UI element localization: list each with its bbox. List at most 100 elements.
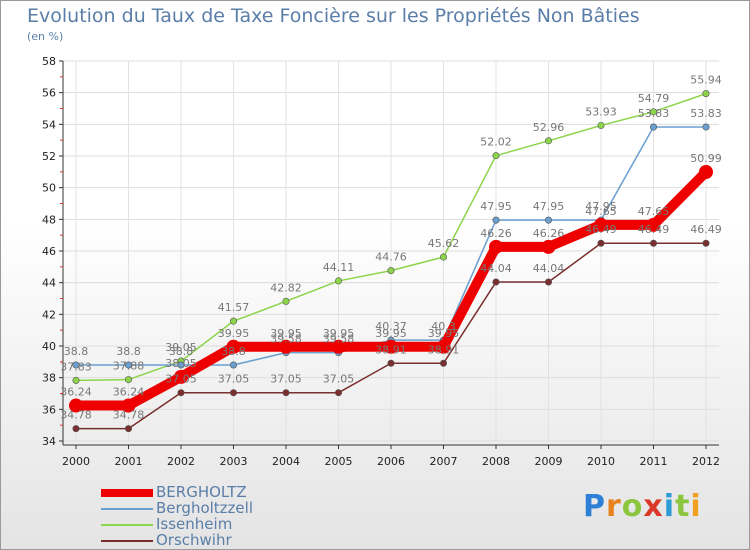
line-chart: 34 36 38 40 42 44 46 48 50 52 54 56 58 2000 2001 2002 20… [42,55,722,468]
series-3-point-9 [544,278,552,286]
series-2-label-12: 55.94 [690,74,722,87]
series-2-point-10 [597,121,605,129]
series-3-label-6: 38.91 [375,343,407,356]
x-tick-label-8: 2008 [482,455,510,468]
series-3-point-10 [597,239,605,247]
y-tick-label-8: 50 [42,182,56,195]
series-1-point-11 [649,123,657,131]
series-2-point-4 [282,297,290,305]
legend-label: Issenheim [156,515,233,533]
x-tick-label-0: 2000 [62,455,90,468]
series-3-point-2 [177,389,185,397]
series-2-label-3: 41.57 [218,301,250,314]
series-0-point-12 [699,164,713,179]
series-2-point-3 [230,317,238,325]
series-2-label-9: 52.96 [533,121,565,134]
series-2-point-1 [125,376,133,384]
series-3-label-9: 44.04 [533,262,565,275]
logo-letter: t [675,489,691,524]
series-0-point-11 [646,217,661,232]
series-1-label-9: 47.95 [533,200,565,213]
logo-letter: P [583,489,606,524]
series-2-label-4: 42.82 [270,281,302,294]
series-2-label-7: 45.62 [428,237,460,250]
series-0-point-9 [541,239,556,254]
series-0-label-5: 39.95 [323,327,355,340]
y-tick-label-3: 40 [42,340,56,353]
series-0-point-2 [174,369,188,384]
series-3-label-1: 34.78 [113,409,145,422]
series-0-point-4 [279,339,293,354]
y-tick-label-4: 42 [42,308,56,321]
series-3-point-4 [282,389,290,397]
series-2-label-2: 39.05 [165,341,197,354]
x-tick-label-10: 2010 [587,455,615,468]
y-tick-label-6: 46 [42,245,56,258]
y-axis-unit: (en %) [27,30,64,43]
x-tick-label-12: 2012 [692,455,720,468]
series-0-point-7 [436,339,451,354]
series-1-label-1: 38.8 [116,345,141,358]
series-3-label-5: 37.05 [323,373,355,386]
series-2-point-0 [72,376,80,384]
series-3-point-11 [649,239,657,247]
series-0-point-3 [226,339,241,354]
series-0-label-10: 47.65 [585,205,617,218]
legend-label: Orschwihr [156,531,232,549]
legend-swatch [101,524,153,526]
series-1-point-2 [177,361,185,369]
series-0-label-4: 39.95 [270,327,302,340]
logo-letter: r [606,489,622,524]
series-1-label-8: 47.95 [480,200,512,213]
y-tick-label-10: 54 [42,118,56,131]
series-3-label-7: 38.91 [428,343,460,356]
series-3-label-12: 46.49 [690,223,722,236]
series-3-label-4: 37.05 [270,373,302,386]
y-tick-label-12: 58 [42,55,56,68]
series-2-point-7 [439,253,447,261]
series-2-label-6: 44.76 [375,251,407,264]
series-0-label-8: 46.26 [480,227,512,240]
series-1-label-4: 39.58 [270,333,302,346]
series-3-label-3: 37.05 [218,373,250,386]
series-2-point-8 [492,152,500,160]
series-1-label-3: 38.8 [221,345,246,358]
series-3-point-7 [439,359,447,367]
y-tick-label-1: 36 [42,403,56,416]
series-0-point-1 [121,398,136,413]
series-2-label-10: 53.93 [585,105,617,118]
y-tick-label-9: 52 [42,150,56,163]
series-3-label-2: 37.05 [165,373,197,386]
series-1-label-2: 38.8 [169,345,194,358]
logo-letter: i [690,489,702,524]
x-tick-label-6: 2006 [377,455,405,468]
series-3-label-10: 46.49 [585,223,617,236]
series-0-label-11: 47.65 [638,205,670,218]
x-tick-label-11: 2011 [640,455,668,468]
series-3-point-0 [72,425,80,433]
x-tick-label-1: 2001 [115,455,143,468]
series-3-label-11: 46.49 [638,223,670,236]
series-1-point-1 [125,361,133,369]
series-0-label-6: 39.95 [375,327,407,340]
series-3-point-6 [387,359,395,367]
series-2-point-5 [334,277,342,285]
series-1-point-3 [230,361,238,369]
legend-swatch [101,508,153,510]
series-0-label-12: 50.99 [690,152,722,165]
proxiti-logo: Proxiti [583,489,702,524]
series-2-point-11 [649,108,657,116]
chart-title: Evolution du Taux de Taxe Foncière sur l… [27,5,640,27]
legend-swatch [101,540,153,542]
x-tick-label-7: 2007 [430,455,458,468]
y-tick-label-11: 56 [42,87,56,100]
series-3-point-3 [230,389,238,397]
logo-letter: o [621,489,644,524]
series-1-label-7: 40.3 [431,320,456,333]
series-2-label-11: 54.79 [638,92,670,105]
y-tick-label-2: 38 [42,372,56,385]
legend-label: Bergholtzzell [156,499,253,517]
series-1-point-0 [72,361,80,369]
series-1-label-10: 47.95 [585,200,617,213]
